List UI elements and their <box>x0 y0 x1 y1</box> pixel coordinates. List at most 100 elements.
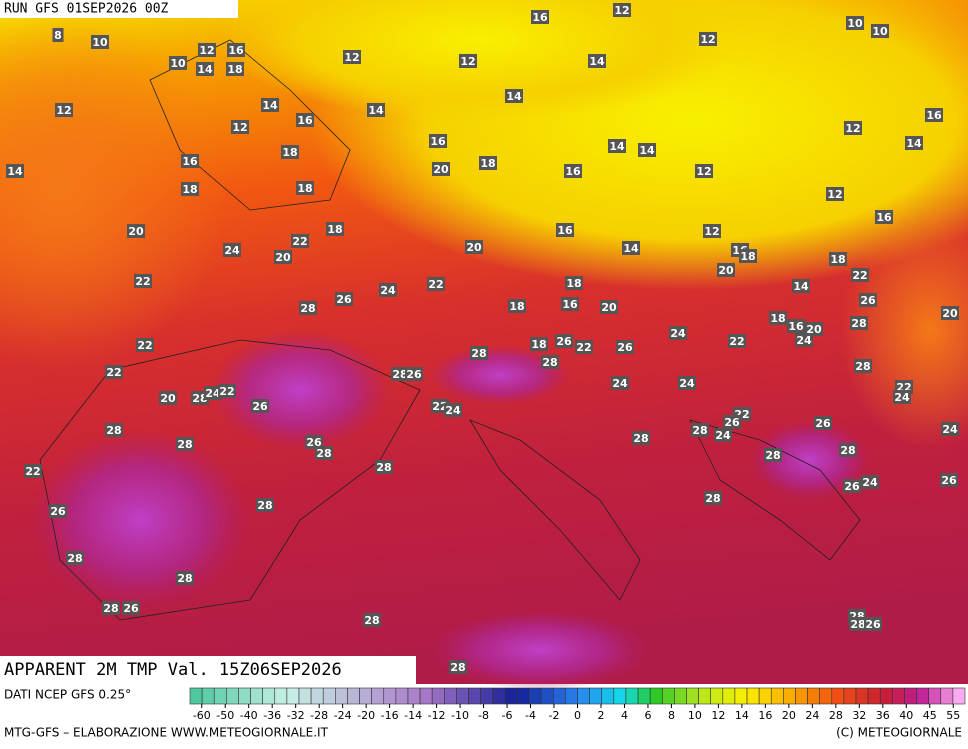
temperature-label: 26 <box>336 293 352 306</box>
temperature-label: 22 <box>219 385 234 398</box>
label-box <box>49 504 67 518</box>
colorbar-tick-label: 14 <box>735 709 749 722</box>
temperature-label: 28 <box>471 347 486 360</box>
colorbar-tick-label: -8 <box>478 709 489 722</box>
label-box <box>226 62 244 76</box>
temperature-label: 16 <box>532 11 548 24</box>
label-box <box>470 346 488 360</box>
temperature-label: 12 <box>704 225 719 238</box>
colorbar-box <box>686 687 699 705</box>
colorbar-tick-label: -14 <box>404 709 422 722</box>
temperature-label: 12 <box>827 188 842 201</box>
colorbar-box <box>783 687 796 705</box>
label-box <box>66 551 84 565</box>
temperature-label: 16 <box>565 165 581 178</box>
label-box <box>608 139 626 153</box>
colorbar-box <box>238 687 251 705</box>
label-box <box>611 376 629 390</box>
label-box <box>616 340 634 354</box>
label-box <box>871 24 889 38</box>
temperature-label: 14 <box>793 280 809 293</box>
label-box <box>459 54 477 68</box>
colorbar-box <box>928 687 942 705</box>
hot-area <box>750 420 870 500</box>
colorbar-box <box>565 687 578 705</box>
label-box <box>105 423 123 437</box>
temperature-label: 24 <box>612 377 628 390</box>
label-box <box>261 98 279 112</box>
label-box <box>850 316 868 330</box>
temperature-label: 18 <box>327 223 342 236</box>
temperature-label: 22 <box>25 465 40 478</box>
label-box <box>169 56 187 70</box>
temperature-label: 26 <box>844 480 860 493</box>
colorbar-box <box>286 687 300 705</box>
temperature-label: 14 <box>589 55 605 68</box>
colorbar-tick-label: 8 <box>668 709 675 722</box>
label-box <box>251 399 269 413</box>
temperature-label: 28 <box>392 368 407 381</box>
temperature-label: 22 <box>576 341 591 354</box>
colorbar-box <box>456 687 469 705</box>
temperature-label: 24 <box>445 404 461 417</box>
temperature-label: 28 <box>106 424 121 437</box>
colorbar-box <box>431 687 445 705</box>
temperature-label: 20 <box>601 301 617 314</box>
label-box <box>444 403 462 417</box>
colorbar-box <box>395 687 409 705</box>
colorbar-box <box>637 687 651 705</box>
colorbar-box <box>577 687 590 705</box>
label-box <box>717 263 735 277</box>
temperature-label: 22 <box>729 335 744 348</box>
colorbar-tick-label: -6 <box>502 709 513 722</box>
temperature-label: 16 <box>876 211 892 224</box>
label-box <box>281 145 299 159</box>
temperature-label: 12 <box>696 165 711 178</box>
colorbar-box <box>480 687 494 705</box>
label-box <box>105 365 123 379</box>
temperature-label: 18 <box>297 182 312 195</box>
temperature-label: 20 <box>466 241 482 254</box>
label-box <box>769 311 787 325</box>
temperature-label: 10 <box>847 17 863 30</box>
temperature-label: 12 <box>232 121 247 134</box>
colorbar-tick-label: 10 <box>688 709 702 722</box>
label-box <box>723 415 741 429</box>
label-box <box>315 446 333 460</box>
label-box <box>739 249 757 263</box>
label-box <box>787 319 805 333</box>
colorbar-tick-label: -16 <box>381 709 399 722</box>
label-box <box>122 601 140 615</box>
label-box <box>699 32 717 46</box>
label-box <box>176 437 194 451</box>
temperature-label: 28 <box>300 302 315 315</box>
colorbar-box <box>734 687 748 705</box>
temperature-label: 20 <box>128 225 144 238</box>
temperature-label: 22 <box>292 235 307 248</box>
run-box <box>0 0 238 18</box>
label-box <box>844 121 862 135</box>
temperature-label: 14 <box>906 137 922 150</box>
colorbar-box <box>698 687 712 705</box>
temperature-label: 24 <box>894 391 910 404</box>
temperature-label: 26 <box>252 400 268 413</box>
temperature-label: 26 <box>617 341 633 354</box>
label-box <box>198 43 216 57</box>
temperature-label: 12 <box>344 51 359 64</box>
temperature-label: 22 <box>135 275 150 288</box>
label-box <box>231 120 249 134</box>
label-box <box>669 326 687 340</box>
colorbar-box <box>601 687 615 705</box>
temperature-label: 20 <box>942 307 958 320</box>
label-box <box>227 43 245 57</box>
temperature-label: 18 <box>740 250 755 263</box>
label-box <box>678 376 696 390</box>
colorbar-box <box>274 687 288 705</box>
temperature-label: 24 <box>942 423 958 436</box>
colorbar-box <box>843 687 857 705</box>
temperature-label: 16 <box>297 114 313 127</box>
label-box <box>541 355 559 369</box>
colorbar-tick-label: -40 <box>240 709 258 722</box>
label-box <box>846 16 864 30</box>
credit-label: MTG-GFS – ELABORAZIONE WWW.METEOGIORNALE… <box>4 726 329 740</box>
